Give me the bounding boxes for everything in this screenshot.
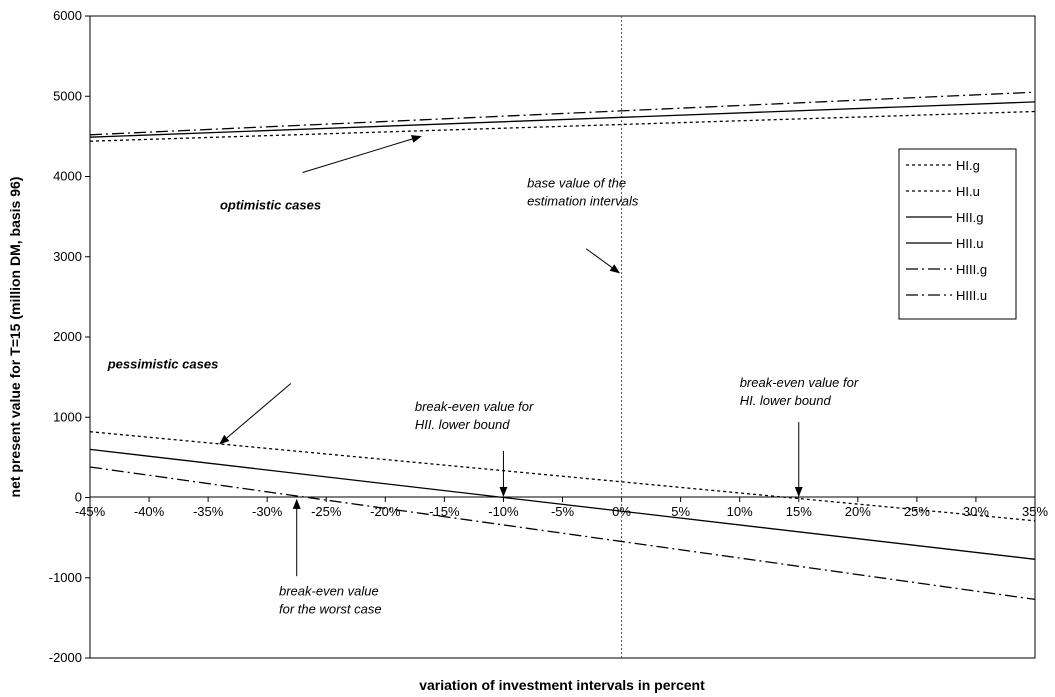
annotation-text: break-even value for — [415, 399, 534, 414]
annotation-text: optimistic cases — [220, 197, 321, 212]
x-tick-label: -35% — [193, 504, 224, 519]
x-tick-label: 30% — [963, 504, 989, 519]
annotation-text: estimation intervals — [527, 194, 639, 209]
y-tick-label: -2000 — [49, 650, 82, 665]
x-tick-label: -15% — [429, 504, 460, 519]
annotation-arrow — [585, 248, 621, 274]
y-tick-label: 1000 — [53, 409, 82, 424]
annotation-text: HI. lower bound — [740, 393, 832, 408]
annotation-text: HII. lower bound — [415, 417, 510, 432]
x-tick-label: 25% — [904, 504, 930, 519]
y-axis-title: net present value for T=15 (million DM, … — [7, 177, 23, 498]
y-tick-label: 2000 — [53, 329, 82, 344]
x-tick-label: -40% — [134, 504, 165, 519]
annotation-arrow — [302, 135, 422, 173]
annotation-text: base value of the — [527, 176, 626, 191]
legend-label: HIII.g — [956, 262, 987, 277]
y-tick-label: 3000 — [53, 249, 82, 264]
annotation-text: pessimistic cases — [107, 356, 219, 371]
series-line-HI-u — [89, 431, 1036, 522]
x-tick-label: -25% — [311, 504, 342, 519]
series-line-HII-g — [89, 101, 1036, 138]
series-lines — [89, 91, 1036, 601]
x-tick-label: -5% — [551, 504, 575, 519]
y-axis-ticks: -2000 -1000 0 1000 2000 3000 4000 5000 6000 — [49, 8, 90, 665]
annotation-arrow — [219, 383, 292, 445]
legend-label: HII.u — [956, 236, 983, 251]
y-tick-label: -1000 — [49, 570, 82, 585]
x-axis-ticks: -45% -40% -35% -30% -25% -20% -15% -10% -5% 0% 5% 1… — [75, 496, 1048, 519]
x-tick-label: -30% — [252, 504, 283, 519]
x-tick-label: 10% — [727, 504, 753, 519]
x-tick-label: 5% — [671, 504, 690, 519]
annotations: optimistic cases base value of the estimat… — [107, 135, 859, 616]
x-tick-label: -45% — [75, 504, 106, 519]
x-tick-label: 15% — [786, 504, 812, 519]
legend-label: HI.g — [956, 158, 980, 173]
x-tick-label: 35% — [1022, 504, 1048, 519]
series-line-HI-g — [89, 110, 1036, 142]
x-tick-label: -10% — [488, 504, 519, 519]
series-line-HIII-g — [89, 91, 1036, 136]
legend-label: HII.g — [956, 210, 983, 225]
y-tick-label: 5000 — [53, 88, 82, 103]
x-tick-label: 20% — [845, 504, 871, 519]
legend-label: HI.u — [956, 184, 980, 199]
legend-label: HIII.u — [956, 288, 987, 303]
legend-box — [898, 148, 1017, 320]
annotation-text: for the worst case — [279, 601, 382, 616]
y-tick-label: 6000 — [53, 8, 82, 23]
annotation-text: break-even value — [279, 583, 379, 598]
series-line-HIII-u — [89, 466, 1036, 601]
legend: HI.g HI.u HII.g HII.u HIII.g HIII.u — [898, 148, 1017, 320]
annotation-text: break-even value for — [740, 375, 859, 390]
y-tick-label: 4000 — [53, 169, 82, 184]
plot-area — [89, 15, 1036, 659]
x-axis-title: variation of investment intervals in per… — [419, 677, 705, 693]
series-line-HII-u — [89, 448, 1036, 560]
y-tick-label: 0 — [75, 490, 82, 505]
